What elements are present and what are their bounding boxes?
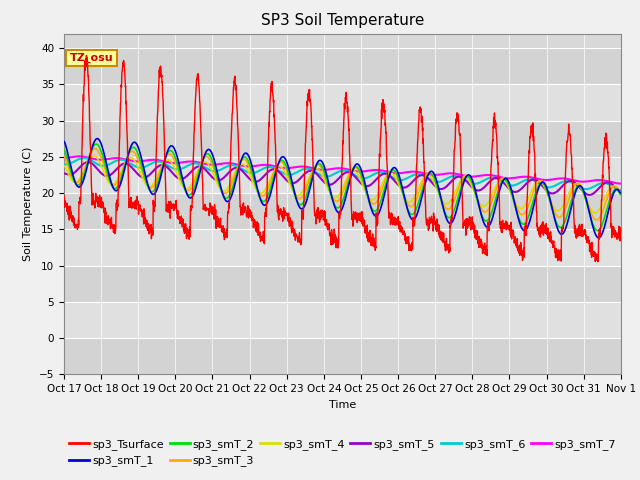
Bar [64, 265, 621, 302]
Bar [64, 338, 621, 374]
Legend: sp3_Tsurface, sp3_smT_1, sp3_smT_2, sp3_smT_3, sp3_smT_4, sp3_smT_5, sp3_smT_6, : sp3_Tsurface, sp3_smT_1, sp3_smT_2, sp3_… [65, 434, 620, 471]
Bar [64, 157, 621, 193]
Y-axis label: Soil Temperature (C): Soil Temperature (C) [23, 147, 33, 261]
X-axis label: Time: Time [329, 400, 356, 409]
Bar [64, 84, 621, 120]
Bar [64, 120, 621, 157]
Bar [64, 302, 621, 338]
Text: TZ_osu: TZ_osu [70, 53, 113, 63]
Bar [64, 193, 621, 229]
Bar [64, 229, 621, 265]
Bar [64, 48, 621, 84]
Title: SP3 Soil Temperature: SP3 Soil Temperature [260, 13, 424, 28]
